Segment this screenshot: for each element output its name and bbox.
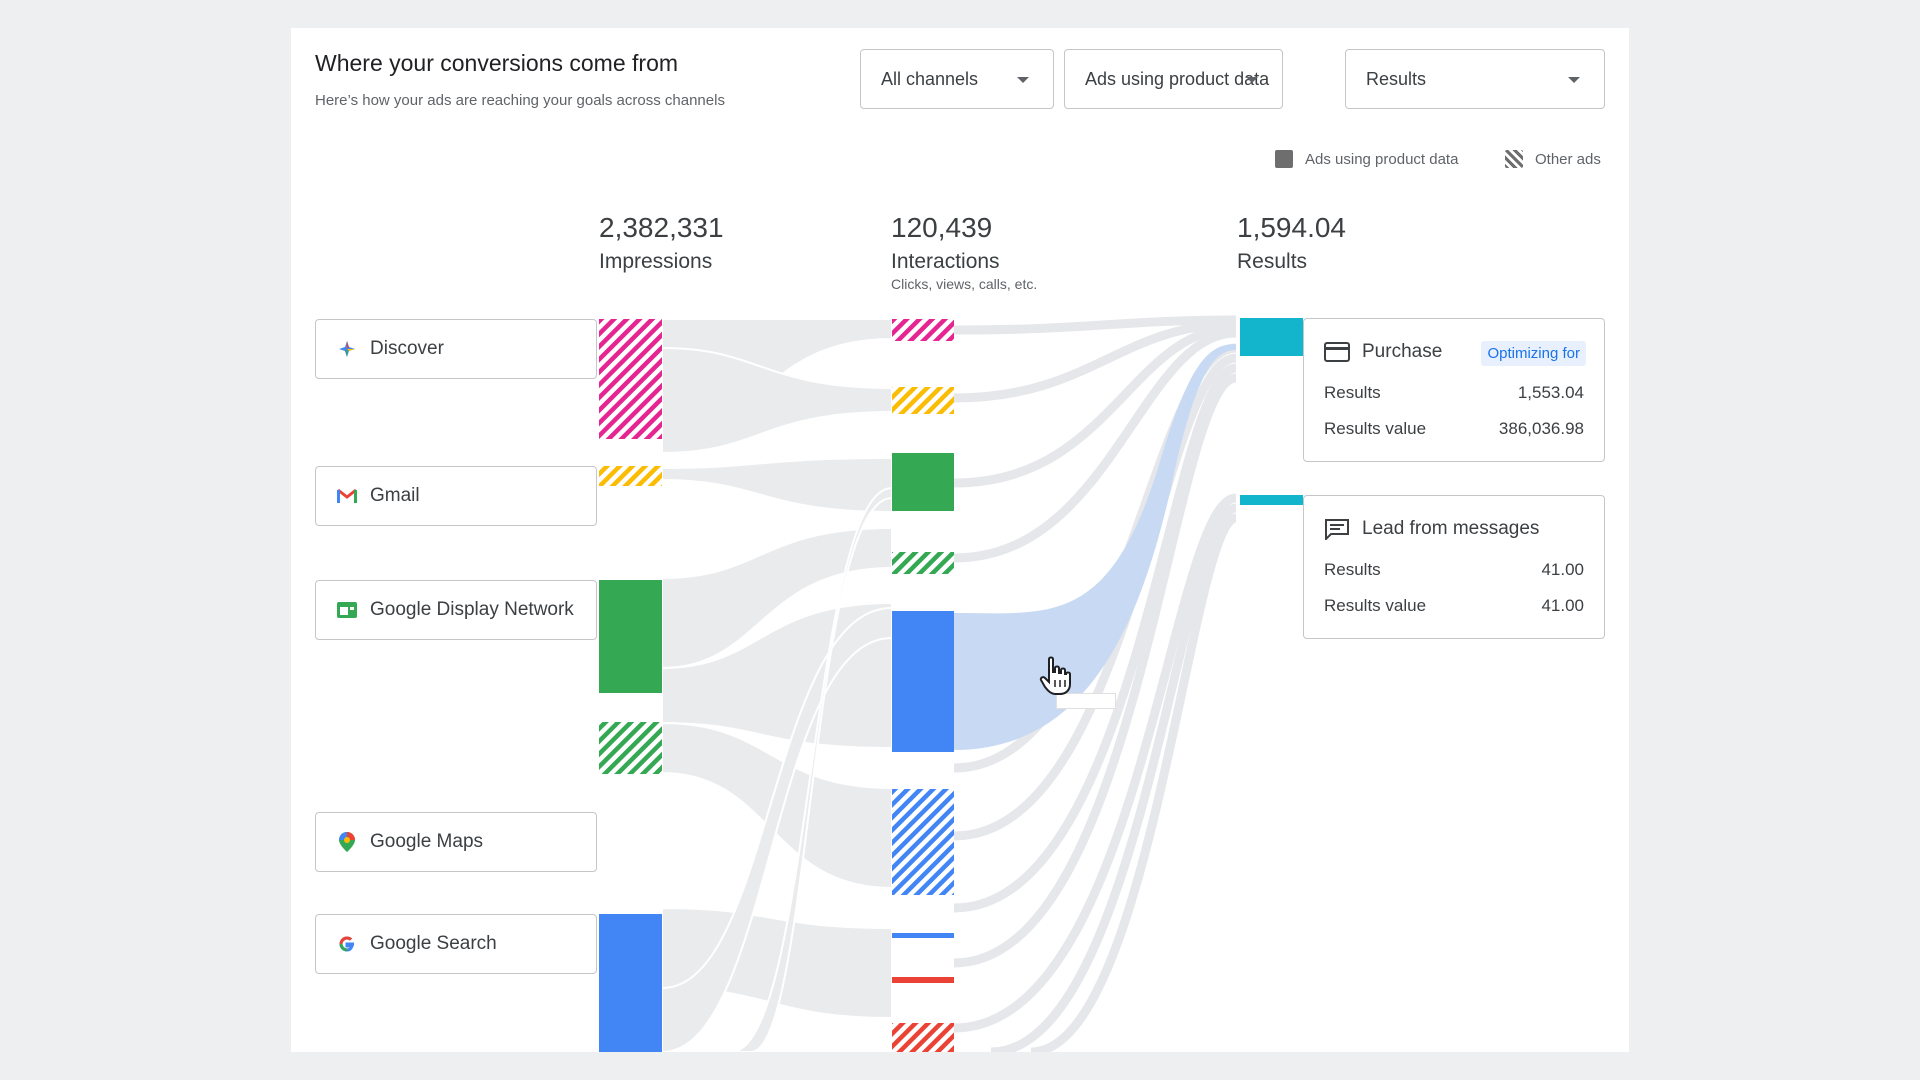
result-lead-value-row: Results value 41.00 bbox=[1324, 596, 1584, 616]
impression-bars bbox=[599, 319, 662, 1052]
interactions-sublabel: Clicks, views, calls, etc. bbox=[891, 276, 1038, 292]
impressions-label: Impressions bbox=[599, 250, 713, 273]
legend-other-ads: Other ads bbox=[1505, 150, 1601, 168]
credit-card-icon bbox=[1324, 342, 1350, 362]
result-lead-header: Lead from messages bbox=[1324, 518, 1539, 540]
chevron-down-icon bbox=[1246, 77, 1258, 83]
gmail-icon bbox=[336, 485, 358, 507]
metric-filter-dropdown[interactable]: Results bbox=[1345, 49, 1605, 109]
legend-other-ads-label: Other ads bbox=[1535, 150, 1601, 168]
chevron-down-icon bbox=[1017, 77, 1029, 83]
lead-result-bar bbox=[1240, 495, 1303, 505]
optimizing-badge: Optimizing for bbox=[1481, 341, 1586, 366]
result-purchase-title: Purchase bbox=[1362, 341, 1443, 362]
channel-google-maps[interactable]: Google Maps bbox=[315, 812, 597, 872]
channel-google-maps-label: Google Maps bbox=[370, 831, 484, 852]
interactions-value: 120,439 bbox=[891, 212, 993, 243]
page-title: Where your conversions come from bbox=[315, 50, 679, 76]
channel-discover-label: Discover bbox=[370, 338, 444, 359]
solid-swatch-icon bbox=[1275, 150, 1293, 168]
result-purchase-header: Purchase bbox=[1324, 341, 1442, 363]
row-value: 386,036.98 bbox=[1498, 419, 1584, 438]
channel-display-network[interactable]: Google Display Network bbox=[315, 580, 597, 640]
row-label: Results value bbox=[1324, 596, 1427, 615]
interaction-bars bbox=[892, 319, 954, 1052]
channel-google-search[interactable]: Google Search bbox=[315, 914, 597, 974]
channel-display-network-label: Google Display Network bbox=[370, 599, 574, 620]
flow-tooltip bbox=[1056, 693, 1116, 709]
row-label: Results value bbox=[1324, 419, 1427, 438]
result-purchase-value-row: Results value 386,036.98 bbox=[1324, 419, 1584, 439]
results-value: 1,594.04 bbox=[1237, 212, 1346, 243]
row-label: Results bbox=[1324, 560, 1381, 579]
purchase-result-bar bbox=[1240, 318, 1303, 356]
channel-google-search-label: Google Search bbox=[370, 933, 497, 954]
channel-discover[interactable]: Discover bbox=[315, 319, 597, 379]
hand-cursor-icon bbox=[1039, 656, 1071, 695]
ad-type-filter-label: Ads using product data bbox=[1085, 68, 1270, 89]
page-subtitle: Here’s how your ads are reaching your go… bbox=[315, 92, 725, 109]
channel-filter-dropdown[interactable]: All channels bbox=[860, 49, 1054, 109]
ad-type-filter-dropdown[interactable]: Ads using product data bbox=[1064, 49, 1283, 109]
result-lead-card[interactable]: Lead from messages Results 41.00 Results… bbox=[1303, 495, 1605, 639]
result-purchase-results-row: Results 1,553.04 bbox=[1324, 383, 1584, 403]
conversion-flow-diagram bbox=[599, 315, 1303, 1052]
google-g-icon bbox=[336, 933, 358, 955]
display-network-icon bbox=[336, 599, 358, 621]
metric-filter-label: Results bbox=[1366, 68, 1427, 89]
chevron-down-icon bbox=[1568, 77, 1580, 83]
legend-product-data-label: Ads using product data bbox=[1305, 150, 1459, 168]
channel-gmail[interactable]: Gmail bbox=[315, 466, 597, 526]
chat-icon bbox=[1325, 519, 1349, 540]
highlighted-flow bbox=[954, 344, 1236, 750]
legend-product-data: Ads using product data bbox=[1275, 150, 1458, 168]
impressions-value: 2,382,331 bbox=[599, 212, 724, 243]
result-purchase-card[interactable]: Purchase Optimizing for Results 1,553.04… bbox=[1303, 318, 1605, 462]
maps-pin-icon bbox=[336, 831, 358, 853]
hatched-swatch-icon bbox=[1505, 150, 1523, 168]
conversions-card: Where your conversions come from Here’s … bbox=[291, 28, 1629, 1052]
results-label: Results bbox=[1237, 250, 1308, 273]
impression-flows bbox=[661, 317, 893, 1052]
result-lead-title: Lead from messages bbox=[1362, 518, 1540, 539]
channel-filter-label: All channels bbox=[881, 68, 979, 89]
interaction-flows bbox=[953, 315, 1238, 1052]
interactions-label: Interactions bbox=[891, 250, 1000, 273]
channel-gmail-label: Gmail bbox=[370, 485, 420, 506]
row-value: 1,553.04 bbox=[1517, 383, 1584, 402]
row-value: 41.00 bbox=[1541, 596, 1584, 615]
row-value: 41.00 bbox=[1541, 560, 1584, 579]
result-lead-results-row: Results 41.00 bbox=[1324, 560, 1584, 580]
discover-icon bbox=[336, 338, 358, 360]
row-label: Results bbox=[1324, 383, 1381, 402]
